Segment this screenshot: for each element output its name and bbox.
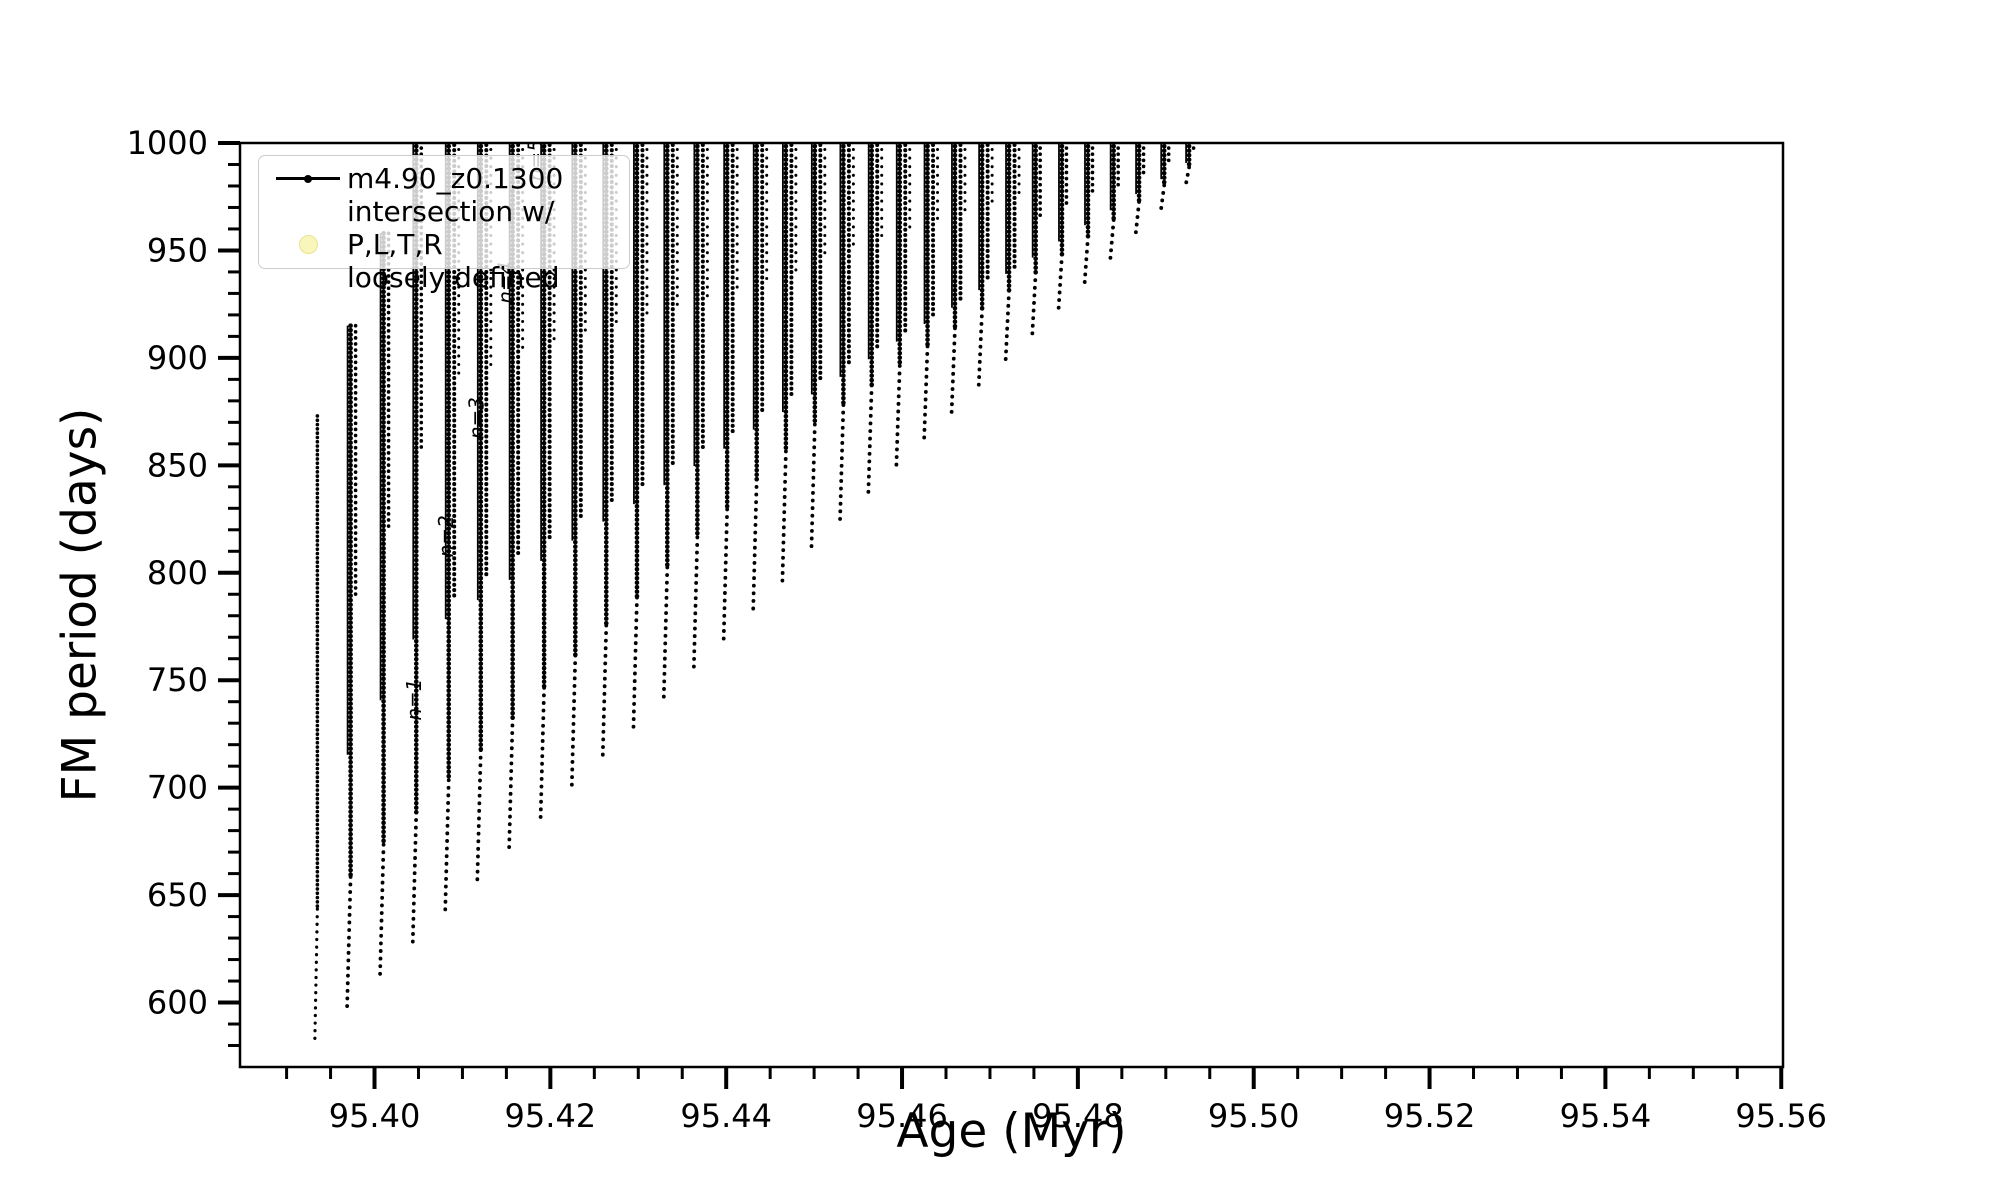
x-tick-label: 95.56 xyxy=(1735,1097,1827,1135)
pulse-annotation: n=3 xyxy=(465,397,489,439)
pulse-strand xyxy=(1108,218,1116,264)
pulse-strand xyxy=(866,383,874,500)
y-tick-label: 750 xyxy=(147,661,208,699)
axis-ticks: 95.40 95.42 95.44 95.46 95.48 95.50 95.52 95.54… xyxy=(127,124,1827,1135)
y-tick-label: 700 xyxy=(147,769,208,807)
y-tick-label: 900 xyxy=(147,339,208,377)
pulse-strand xyxy=(1030,270,1038,339)
pulse-strand xyxy=(538,685,547,820)
legend: m4.90_z0.1300 intersection w/ P,L,T,R lo… xyxy=(258,155,630,294)
pulse-strand xyxy=(809,422,817,556)
pulse-cluster xyxy=(976,143,994,390)
pulse-strand xyxy=(894,363,902,472)
pulse-strand xyxy=(631,595,639,730)
pulse-strand xyxy=(1056,252,1064,313)
x-tick-label: 95.50 xyxy=(1208,1097,1300,1135)
y-tick-label: 950 xyxy=(147,231,208,269)
pulse-strand xyxy=(475,748,483,882)
pulse-strand xyxy=(949,326,957,418)
pulse-strand xyxy=(443,778,451,913)
pulse-cluster xyxy=(751,143,769,612)
pulse-cluster xyxy=(866,143,884,500)
pulse-cluster xyxy=(1030,143,1042,339)
pulse-strand xyxy=(345,874,353,1009)
axes-spines xyxy=(238,141,1785,1069)
pulse-cluster xyxy=(780,143,798,584)
y-axis-label: FM period (days) xyxy=(52,407,108,803)
y-tick-label: 600 xyxy=(147,984,208,1022)
x-tick-label: 95.40 xyxy=(329,1097,421,1135)
pulse-strand xyxy=(780,449,788,584)
pulse-cluster xyxy=(1133,143,1146,238)
pulse-cluster xyxy=(837,143,855,528)
pulse-strand xyxy=(600,623,609,758)
legend-entry-series: m4.90_z0.1300 xyxy=(269,162,619,195)
pulse-strand xyxy=(751,477,759,612)
pulse-cluster xyxy=(721,143,739,642)
y-tick-label: 650 xyxy=(147,876,208,914)
pulse-cluster xyxy=(1003,143,1021,365)
pulse-strand xyxy=(691,535,700,670)
pulse-strand xyxy=(837,403,846,528)
legend-line-marker xyxy=(276,177,340,181)
pulse-annotation: n=1 xyxy=(402,678,426,720)
pulse-strand xyxy=(410,810,419,945)
pulse-cluster xyxy=(1056,143,1069,313)
y-tick-label: 850 xyxy=(147,446,208,484)
legend-entry-intersection: intersection w/ P,L,T,R loosely defined xyxy=(269,195,619,294)
pulse-cluster xyxy=(1183,143,1196,188)
pulse-cluster xyxy=(1108,143,1120,264)
pulse-strand xyxy=(507,715,515,850)
pulse-strand xyxy=(721,507,730,642)
legend-label-series: m4.90_z0.1300 xyxy=(347,162,564,195)
legend-label-line2: loosely defined xyxy=(347,261,560,295)
x-tick-label: 95.54 xyxy=(1560,1097,1652,1135)
pulse-strand xyxy=(1003,288,1011,365)
pulse-strand xyxy=(1158,183,1167,214)
pulse-cluster xyxy=(345,323,358,1009)
x-tick-label: 95.46 xyxy=(856,1097,948,1135)
x-tick-label: 95.44 xyxy=(680,1097,772,1135)
legend-circle-marker xyxy=(298,235,318,255)
pulse-strand xyxy=(922,344,930,444)
pulse-cluster xyxy=(949,143,967,418)
x-tick-label: 95.42 xyxy=(505,1097,597,1135)
x-axis-label: Age (Myr) xyxy=(896,1104,1127,1159)
pulse-cluster xyxy=(809,143,827,556)
pulse-cluster xyxy=(661,143,679,700)
pulse-strand xyxy=(1133,199,1141,238)
pulse-cluster xyxy=(631,143,649,730)
pulse-strand xyxy=(1183,165,1191,188)
legend-label-line1: intersection w/ P,L,T,R xyxy=(347,195,555,262)
pulse-cluster xyxy=(922,143,940,444)
pulse-cluster xyxy=(1082,143,1095,287)
pulse-strand xyxy=(313,907,319,1041)
pulse-cluster xyxy=(313,414,320,1041)
y-tick-label: 800 xyxy=(147,554,208,592)
pulse-strand xyxy=(661,565,670,700)
y-tick-label: 1000 xyxy=(127,124,208,162)
pulse-strand xyxy=(1082,234,1090,287)
pulse-cluster xyxy=(894,143,912,472)
pulse-strand xyxy=(569,653,578,788)
pulse-annotation: n=2 xyxy=(434,515,458,557)
pulse-cluster xyxy=(378,230,391,977)
x-tick-label: 95.52 xyxy=(1384,1097,1476,1135)
pulse-strand xyxy=(378,842,386,977)
x-tick-label: 95.48 xyxy=(1032,1097,1124,1135)
pulse-cluster xyxy=(691,143,709,670)
legend-label-intersection: intersection w/ P,L,T,R loosely defined xyxy=(347,195,619,294)
pulse-cluster xyxy=(1158,143,1171,214)
pulse-strand xyxy=(976,306,985,390)
